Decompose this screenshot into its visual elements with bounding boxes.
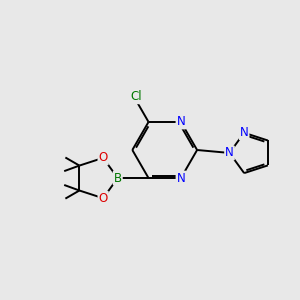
Text: N: N [176, 172, 185, 184]
Text: N: N [176, 116, 185, 128]
Text: B: B [114, 172, 122, 184]
Text: O: O [98, 152, 108, 164]
Text: N: N [225, 146, 234, 159]
Text: N: N [240, 126, 248, 139]
Text: Cl: Cl [130, 90, 142, 103]
Text: O: O [98, 192, 108, 205]
